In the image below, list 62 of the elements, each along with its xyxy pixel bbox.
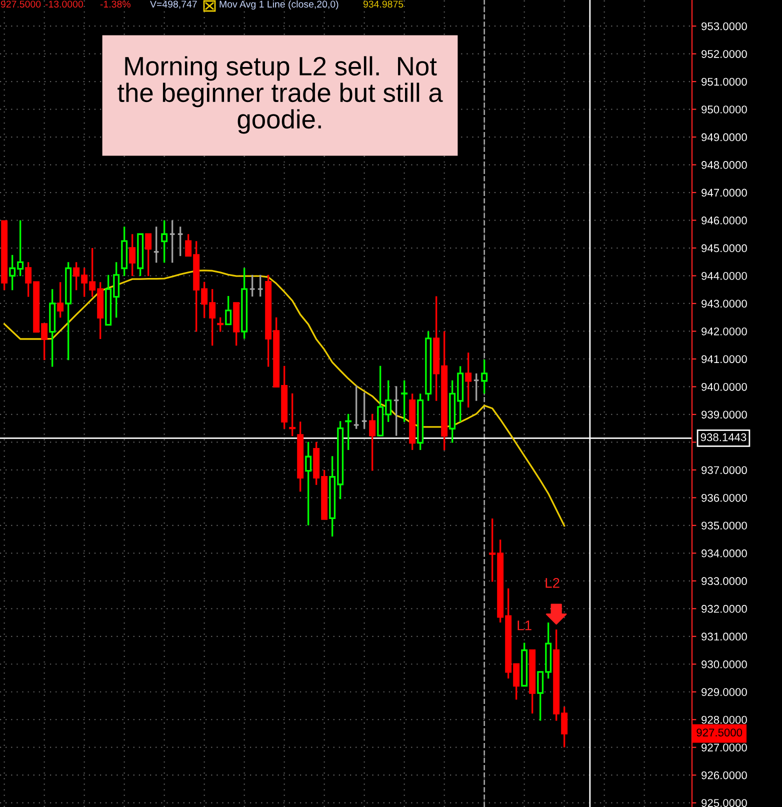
y-tick-label: 937.0000 bbox=[702, 466, 747, 474]
candlestick bbox=[345, 413, 352, 451]
candlestick bbox=[393, 385, 400, 437]
candlestick bbox=[465, 352, 472, 408]
annotation: Morning setup L2 sell. Not the beginner trade but still a goodie. bbox=[118, 56, 443, 134]
candlestick bbox=[161, 219, 168, 264]
y-tick-label: 927.0000 bbox=[702, 744, 747, 752]
annotation: V=498,747 bbox=[150, 0, 197, 9]
ref-line-label: 938.1443 bbox=[700, 433, 746, 442]
y-tick-label: 942.0000 bbox=[702, 328, 747, 336]
candlestick bbox=[481, 358, 488, 394]
line-series bbox=[3, 270, 566, 527]
y-tick-label: 936.0000 bbox=[702, 494, 747, 502]
y-tick-label: 953.0000 bbox=[702, 22, 747, 30]
candlestick bbox=[57, 281, 64, 318]
y-tick-label: 948.0000 bbox=[702, 161, 747, 169]
candlestick bbox=[249, 274, 256, 298]
y-tick-label: 941.0000 bbox=[702, 355, 747, 364]
y-tick-label: 939.0000 bbox=[702, 410, 747, 419]
candlestick bbox=[401, 380, 408, 423]
candlestick bbox=[361, 392, 368, 430]
y-tick-label: 929.0000 bbox=[702, 688, 747, 696]
candlestick bbox=[353, 384, 360, 430]
y-tick-label: 930.0000 bbox=[702, 660, 747, 668]
candlestick bbox=[369, 413, 376, 472]
annotation: L1 bbox=[518, 620, 532, 630]
legend-label: Mov Avg 1 Line (close,20,0) bbox=[220, 0, 338, 10]
y-tick-label: 933.0000 bbox=[702, 577, 747, 586]
candlestick bbox=[145, 233, 152, 277]
y-tick-label: 925.0000 bbox=[702, 799, 747, 807]
y-tick-label: 951.0000 bbox=[702, 78, 747, 86]
candlestick bbox=[169, 219, 176, 264]
y-tick-label: 952.0000 bbox=[702, 50, 747, 58]
y-tick-label: 947.0000 bbox=[702, 188, 747, 197]
candlestick bbox=[257, 274, 264, 298]
y-tick-label: 931.0000 bbox=[702, 632, 747, 641]
text: 927.5000 bbox=[696, 728, 742, 736]
y-tick-label: 934.0000 bbox=[702, 549, 747, 558]
candlestick bbox=[289, 392, 296, 437]
annotation: -13.0000 bbox=[45, 0, 83, 8]
y-tick-label: 935.0000 bbox=[702, 522, 747, 530]
y-tick-label: 949.0000 bbox=[702, 133, 747, 142]
y-tick-label: 928.0000 bbox=[702, 716, 747, 724]
candlestick bbox=[153, 226, 160, 264]
y-tick-label: 940.0000 bbox=[702, 382, 747, 391]
y-tick-label: 944.0000 bbox=[702, 272, 747, 280]
candlestick bbox=[129, 233, 136, 277]
y-tick-label: 932.0000 bbox=[702, 604, 747, 613]
candlestick bbox=[177, 226, 184, 257]
y-tick-label: 945.0000 bbox=[702, 244, 747, 252]
y-tick-label: 926.0000 bbox=[702, 771, 747, 780]
y-tick-label: 943.0000 bbox=[702, 300, 747, 308]
annotation: L2 bbox=[546, 578, 560, 588]
annotation: 927.5000 bbox=[0, 0, 41, 8]
candlestick bbox=[305, 441, 312, 526]
y-tick-label: 950.0000 bbox=[702, 106, 747, 114]
annotation: 934.9875 bbox=[363, 0, 404, 8]
candlestick bbox=[217, 316, 224, 333]
candlestick bbox=[225, 295, 232, 326]
annotation: -1.38% bbox=[100, 0, 130, 8]
candlestick bbox=[473, 372, 480, 402]
y-tick-label: 946.0000 bbox=[702, 216, 747, 224]
